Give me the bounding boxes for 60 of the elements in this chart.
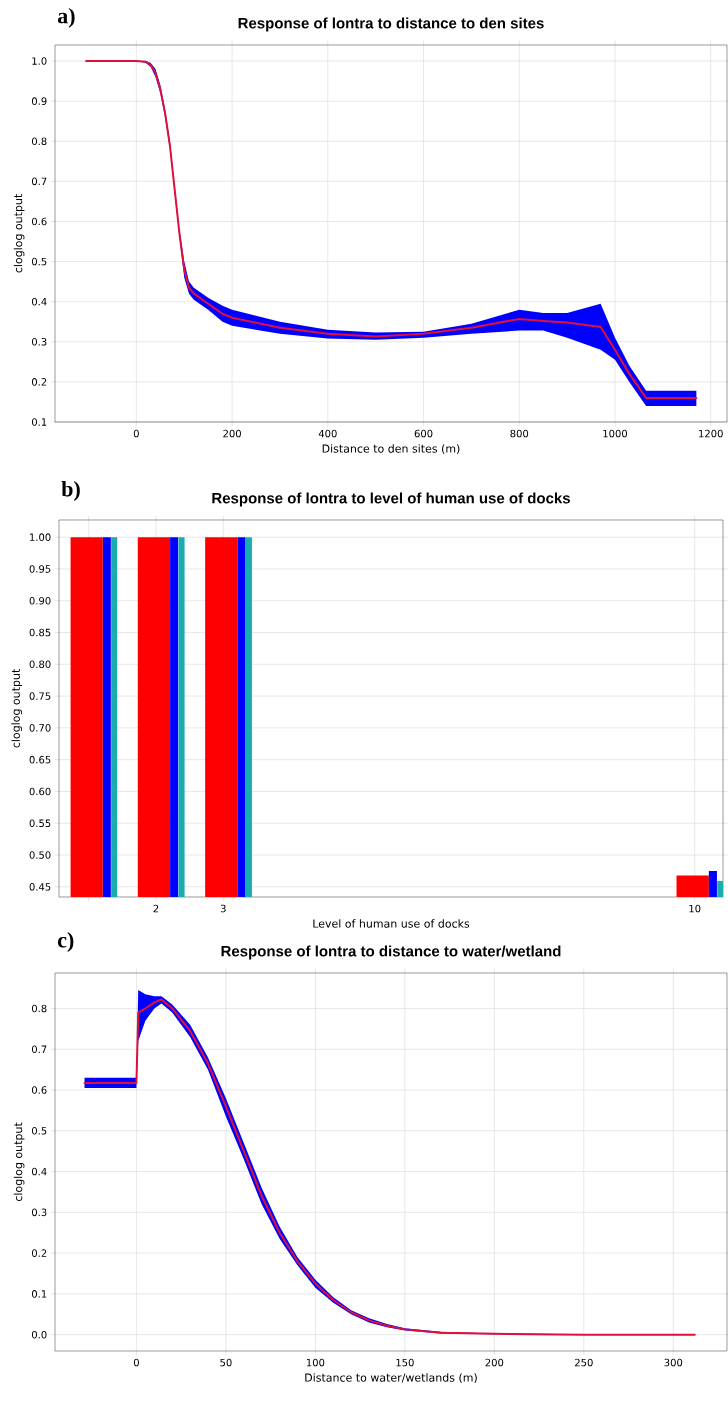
y-tick-label: 0.45	[29, 883, 51, 891]
y-axis-title: cloglog output	[11, 669, 23, 748]
x-tick-label: 200	[485, 1358, 504, 1367]
y-tick-label: 0.2	[31, 1249, 47, 1257]
text: a)	[57, 7, 75, 28]
y-tick-label: 0.95	[29, 565, 51, 573]
x-tick-label: 2	[153, 904, 159, 913]
x-tick-label: 200	[223, 429, 241, 438]
x-axis-title: Distance to den sites (m)	[322, 444, 460, 455]
y-tick-label: 0.80	[29, 660, 51, 669]
y-tick-label: 0.3	[31, 337, 47, 346]
text: c)	[57, 932, 74, 953]
y-tick-label: 0.90	[29, 596, 51, 605]
x-tick-label: 1000	[603, 429, 628, 438]
y-tick-label: 0.4	[31, 297, 47, 306]
y-tick-label: 0.4	[31, 1167, 47, 1176]
y-tick-label: 0.5	[31, 257, 47, 266]
y-tick-label: 0.6	[31, 1086, 47, 1094]
y-tick-label: 0.0	[31, 1330, 47, 1339]
y-tick-label: 0.1	[31, 1290, 47, 1298]
x-tick-label: 150	[396, 1358, 414, 1367]
y-tick-label: 0.6	[31, 217, 47, 226]
x-tick-label: 800	[510, 429, 529, 438]
y-tick-label: 0.1	[31, 418, 47, 426]
y-axis-title: cloglog output	[13, 194, 25, 273]
y-tick-label: 0.70	[29, 724, 51, 732]
y-tick-label: 0.7	[31, 177, 47, 186]
x-tick-label: 3	[220, 904, 226, 913]
y-tick-label: 0.65	[29, 755, 51, 764]
y-tick-label: 0.50	[29, 851, 51, 859]
y-tick-label: 0.5	[31, 1127, 47, 1135]
chart-title: Response of lontra to level of human use of docks	[212, 492, 570, 507]
y-tick-label: 0.60	[29, 787, 51, 796]
text: b)	[61, 480, 80, 501]
x-tick-label: 10	[689, 904, 701, 913]
y-tick-label: 0.85	[29, 628, 51, 637]
chart-title: Response of lontra to distance to water/wetland	[221, 945, 561, 960]
y-tick-label: 0.2	[31, 378, 47, 386]
y-tick-label: 0.8	[31, 1004, 47, 1013]
y-tick-label: 0.9	[31, 97, 47, 105]
x-tick-label: 1200	[699, 429, 723, 438]
x-tick-label: 0	[133, 429, 139, 438]
y-tick-label: 0.75	[29, 692, 51, 700]
x-axis-title: Level of human use of docks	[313, 919, 470, 928]
chart-title: Response of lontra to distance to den sites	[238, 17, 544, 32]
x-tick-label: 400	[318, 429, 337, 438]
y-tick-label: 1.00	[30, 533, 51, 541]
x-tick-label: 300	[664, 1358, 683, 1367]
y-tick-label: 0.55	[29, 819, 51, 828]
y-tick-label: 0.7	[31, 1045, 47, 1054]
y-axis-title: cloglog output	[13, 1122, 25, 1202]
y-tick-label: 0.3	[31, 1208, 47, 1217]
y-tick-label: 1.0	[32, 57, 47, 65]
x-tick-label: 0	[133, 1358, 139, 1367]
x-tick-label: 250	[575, 1358, 593, 1367]
y-tick-label: 0.8	[31, 137, 47, 146]
x-tick-label: 100	[306, 1358, 325, 1367]
x-tick-label: 600	[414, 429, 433, 438]
x-axis-title: Distance to water/wetlands (m)	[305, 1373, 477, 1384]
x-tick-label: 50	[220, 1358, 232, 1367]
